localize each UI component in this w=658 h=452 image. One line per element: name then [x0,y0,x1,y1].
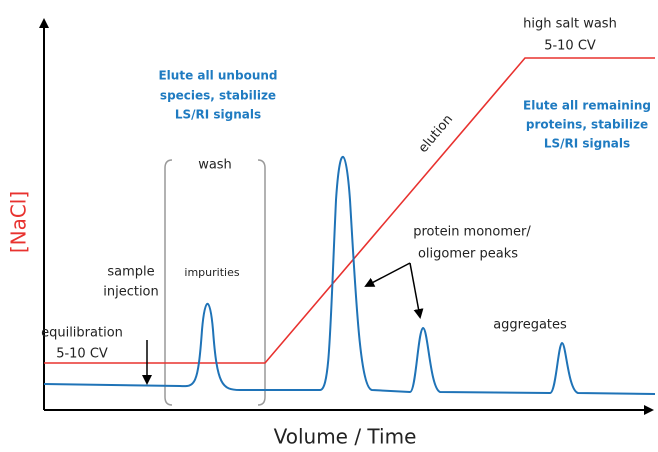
annotation: protein monomer/ [413,225,531,240]
annotation: wash [198,158,232,173]
annotation: 5-10 CV [56,347,108,362]
annotation: Elute all remaining [523,99,651,113]
annotation: oligomer peaks [418,247,518,262]
peak-arrow [364,262,411,287]
annotation: species, stabilize [160,89,276,103]
x-axis-label: Volume / Time [274,425,417,449]
annotation: 5-10 CV [544,39,596,54]
wash-bracket [164,159,266,406]
chromatogram-trace [43,155,656,395]
peak-arrow [409,262,424,319]
annotation: high salt wash [523,17,617,32]
y-axis-label: [NaCl] [7,191,31,253]
annotation: Elute all unbound [158,69,277,83]
annotation: sample [107,265,154,280]
annotation: equilibration [41,326,123,341]
annotation: aggregates [493,318,567,333]
annotation: LS/RI signals [544,137,630,151]
annotation: elution [416,112,456,156]
annotation: impurities [184,266,239,279]
salt-gradient [44,57,655,364]
annotation: injection [103,285,159,300]
annotation: LS/RI signals [175,108,261,122]
annotation: proteins, stabilize [526,118,648,132]
